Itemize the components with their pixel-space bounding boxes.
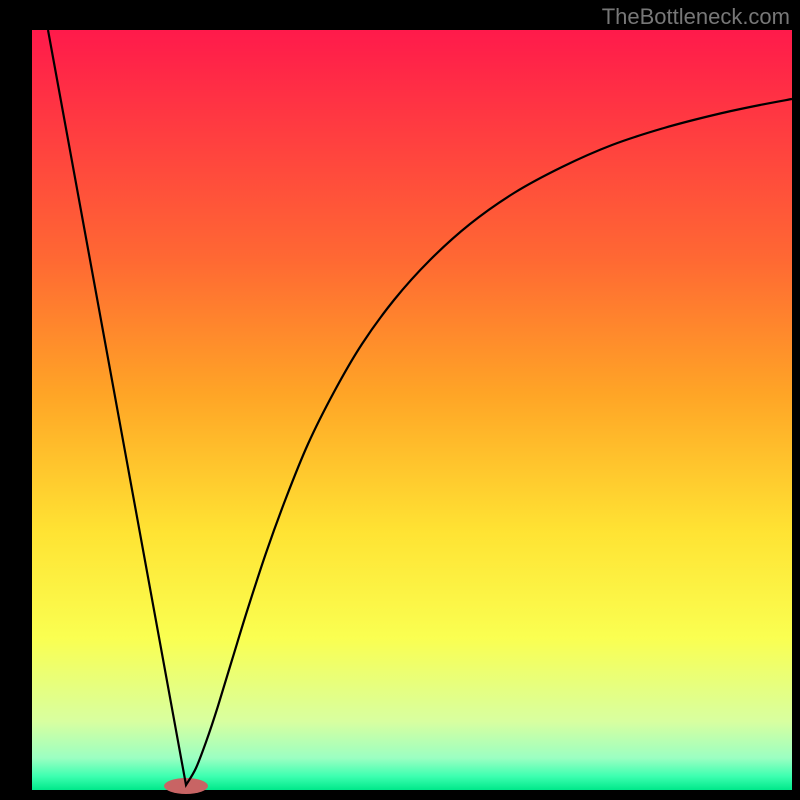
bottleneck-chart [0,0,800,800]
chart-container: TheBottleneck.com [0,0,800,800]
plot-background [32,30,792,790]
watermark-text: TheBottleneck.com [602,4,790,30]
